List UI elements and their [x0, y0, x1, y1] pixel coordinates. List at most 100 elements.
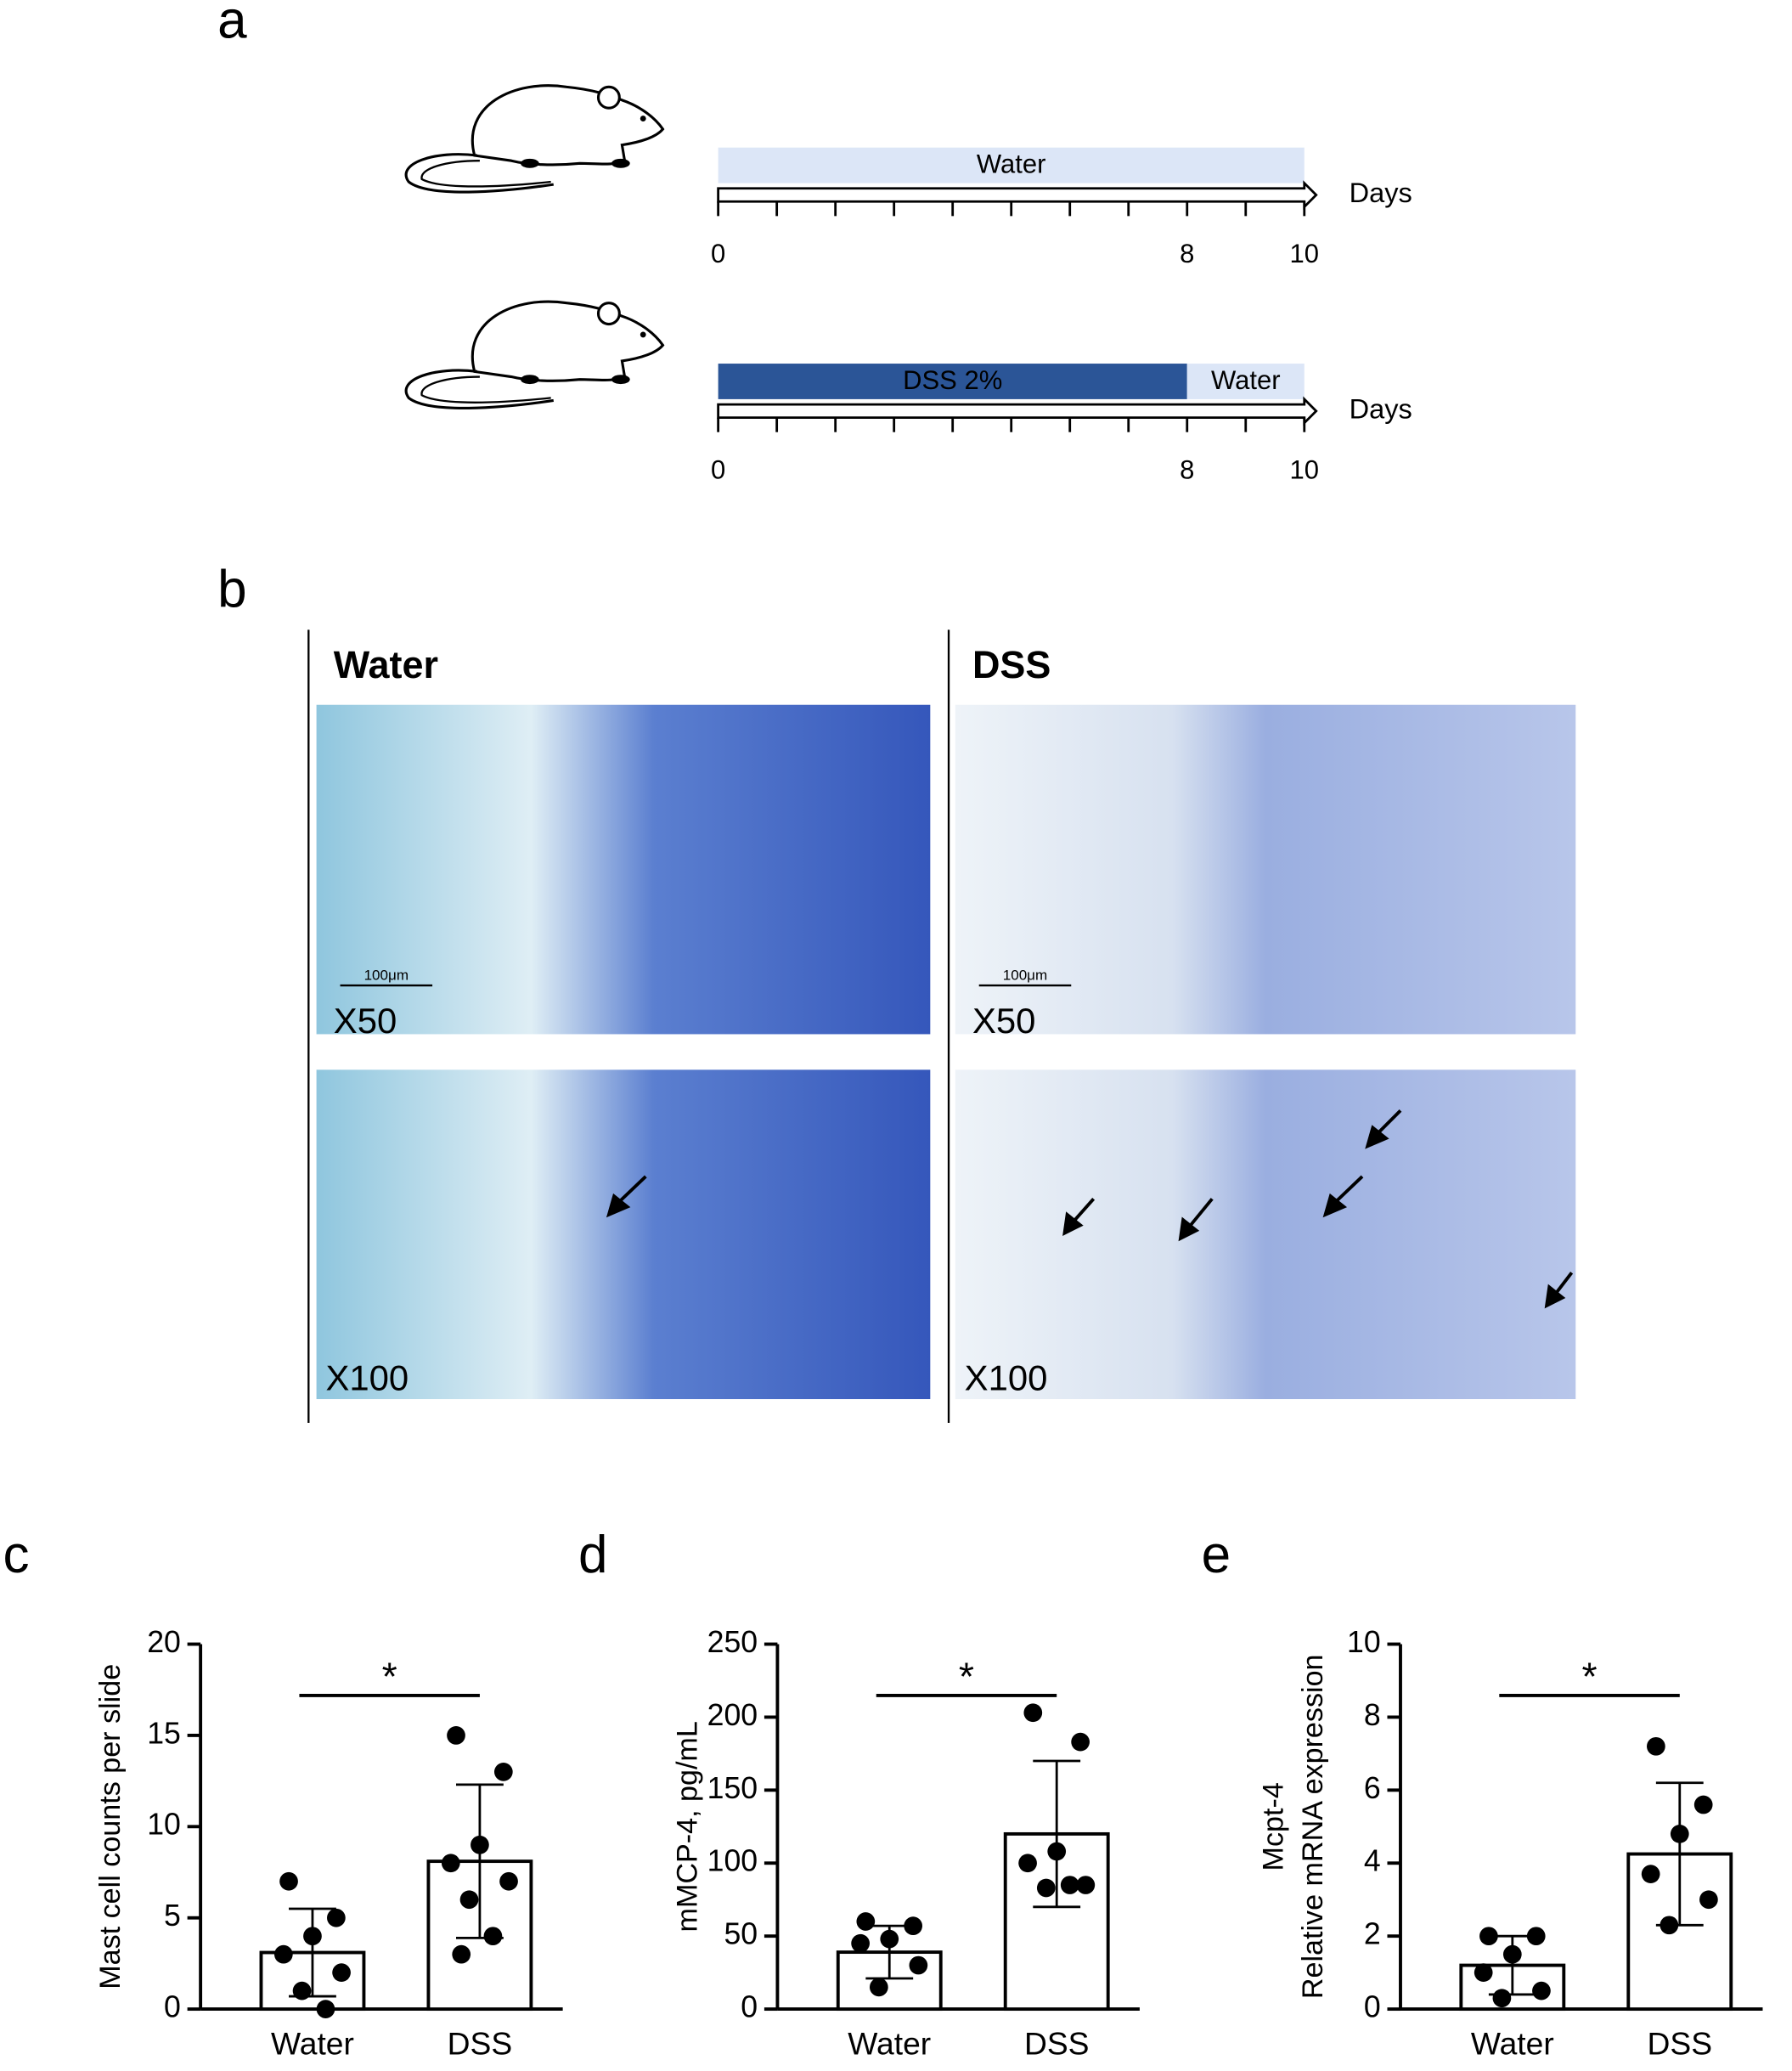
data-point — [1693, 1795, 1713, 1814]
y-axis-label: mMCP-4, pg/mL — [672, 1721, 704, 1932]
data-point — [904, 1916, 923, 1936]
axis-label: Days — [1350, 393, 1412, 424]
y-tick-label: 50 — [724, 1917, 758, 1951]
data-point — [447, 1726, 465, 1745]
panel-label: d — [578, 1526, 607, 1584]
data-point — [273, 1944, 293, 1964]
data-point — [1060, 1876, 1079, 1894]
y-axis-label: Relative mRNA expression — [1297, 1654, 1329, 1999]
magnification: X100 — [965, 1357, 1048, 1397]
x-tick-label: DSS — [1024, 2025, 1090, 2061]
micrograph — [316, 704, 931, 1035]
segment-label: Water — [977, 150, 1046, 179]
data-point — [1647, 1736, 1665, 1756]
y-tick-label: 150 — [707, 1771, 758, 1805]
y-tick-label: 0 — [164, 1990, 181, 2024]
data-point — [493, 1763, 513, 1781]
x-tick-label: Water — [848, 2025, 931, 2061]
data-point — [851, 1933, 870, 1953]
y-tick-label: 10 — [1347, 1625, 1381, 1659]
y-tick-label: 8 — [1364, 1698, 1381, 1732]
timeline-axis — [717, 396, 1318, 426]
data-point — [856, 1912, 876, 1931]
timeline-axis — [717, 180, 1318, 210]
x-tick-label: DSS — [1648, 2025, 1713, 2061]
rat-illustration — [404, 84, 665, 194]
data-point — [471, 1835, 489, 1854]
data-point — [1036, 1878, 1056, 1898]
segment-label: DSS 2% — [903, 365, 1002, 395]
data-point — [1023, 1703, 1043, 1723]
tick-label: 0 — [711, 239, 725, 268]
y-tick-label: 250 — [707, 1625, 758, 1659]
data-point — [1047, 1842, 1067, 1861]
arrows — [606, 1109, 1574, 1309]
y-tick-label: 10 — [147, 1808, 181, 1842]
data-point — [1699, 1890, 1718, 1910]
y-tick-label: 20 — [147, 1625, 181, 1659]
panel-label: b — [217, 560, 247, 618]
column-title: DSS — [972, 643, 1051, 686]
panel-label: e — [1202, 1526, 1231, 1584]
tick-label: 10 — [1290, 239, 1319, 268]
data-point — [1502, 1944, 1522, 1964]
tick-label: 8 — [1180, 239, 1194, 268]
data-point — [1526, 1927, 1546, 1946]
data-point — [332, 1963, 351, 1983]
data-point — [1641, 1865, 1660, 1884]
x-tick-label: Water — [271, 2025, 354, 2061]
data-point — [880, 1929, 899, 1949]
data-point — [1018, 1854, 1037, 1873]
y-axis-label: Mast cell counts per slide — [94, 1664, 127, 1989]
error-bar — [1033, 1759, 1081, 1909]
y-tick-label: 15 — [147, 1716, 181, 1750]
panel-label: c — [3, 1526, 29, 1584]
magnification: X50 — [972, 1001, 1035, 1041]
data-point — [1071, 1732, 1090, 1752]
y-tick-label: 200 — [707, 1698, 758, 1732]
data-point — [279, 1871, 298, 1891]
y-tick-label: 100 — [707, 1844, 758, 1878]
data-point — [499, 1871, 518, 1891]
y-tick-label: 4 — [1364, 1844, 1381, 1878]
timeline-segment — [1186, 364, 1305, 399]
data-point — [1076, 1876, 1096, 1894]
x-tick-label: DSS — [448, 2025, 513, 2061]
data-point — [441, 1854, 460, 1873]
micrograph — [955, 1069, 1576, 1400]
significance-label: * — [959, 1655, 974, 1699]
segment-label: Water — [1211, 365, 1281, 395]
data-point — [1670, 1825, 1689, 1843]
scale-bar-label: 100μm — [364, 968, 409, 984]
y-axis-label: Mcpt-4 — [1258, 1782, 1290, 1871]
data-point — [292, 1981, 312, 2000]
data-point — [1492, 1989, 1512, 2008]
data-point — [459, 1890, 479, 1910]
micrograph — [955, 704, 1576, 1035]
axis-label: Days — [1350, 178, 1412, 208]
timeline-segment — [718, 147, 1305, 183]
data-point — [452, 1944, 471, 1964]
data-point — [1660, 1916, 1679, 1935]
y-tick-label: 5 — [164, 1899, 181, 1933]
panel-label: a — [217, 0, 247, 49]
y-tick-label: 6 — [1364, 1771, 1381, 1805]
magnification: X50 — [334, 1001, 397, 1041]
data-point — [1532, 1981, 1551, 2000]
data-point — [909, 1955, 928, 1975]
data-point — [483, 1927, 503, 1946]
y-tick-label: 2 — [1364, 1917, 1381, 1951]
micrograph — [316, 1069, 931, 1400]
y-tick-label: 0 — [1364, 1990, 1381, 2024]
data-point — [327, 1908, 346, 1927]
magnification: X100 — [325, 1357, 409, 1397]
data-point — [1479, 1927, 1498, 1946]
rat-illustration — [404, 300, 665, 409]
tick-label: 10 — [1290, 454, 1319, 484]
x-tick-label: Water — [1471, 2025, 1554, 2061]
scale-bar-label: 100μm — [1003, 968, 1047, 984]
significance-label: * — [382, 1655, 397, 1699]
significance-label: * — [1581, 1655, 1597, 1699]
